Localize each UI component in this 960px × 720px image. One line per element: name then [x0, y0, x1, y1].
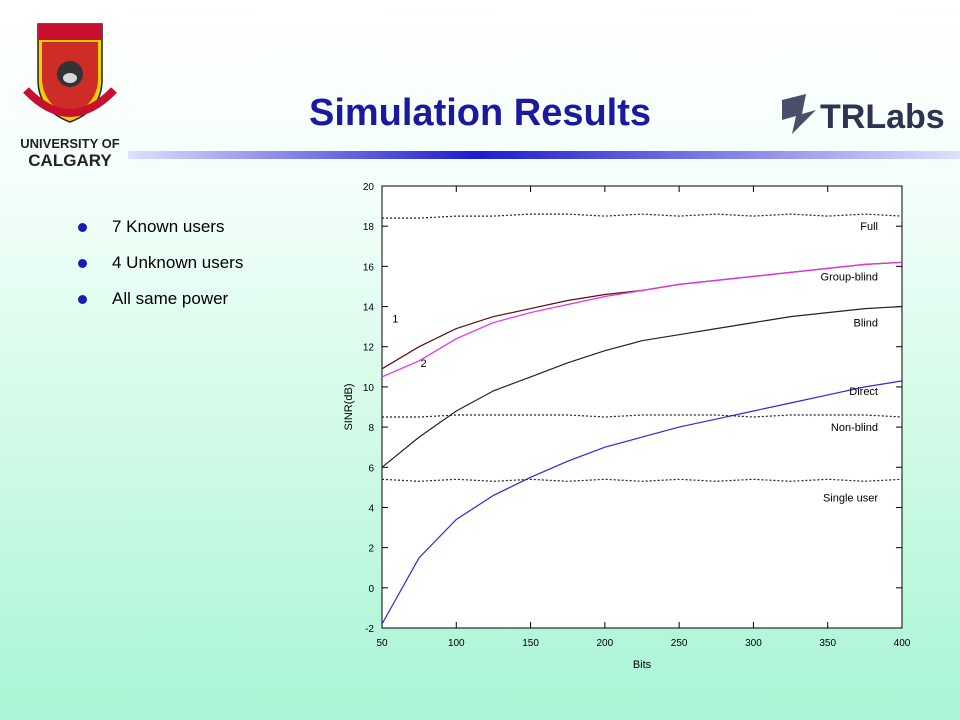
y-tick-label: 20	[363, 182, 375, 193]
bullet-dot-icon	[78, 295, 87, 304]
y-tick-label: 6	[368, 463, 374, 474]
series-label: Full	[860, 221, 878, 233]
series-line-blind	[381, 305, 903, 468]
series-number-label: 2	[421, 358, 427, 370]
series-line-direct	[381, 380, 903, 625]
series-line-single-user	[381, 478, 903, 482]
series-label: Non-blind	[831, 422, 878, 434]
x-tick-label: 300	[745, 638, 762, 649]
bullet-item: All same power	[78, 288, 243, 324]
y-tick-label: 12	[363, 343, 375, 354]
y-tick-label: 18	[363, 222, 375, 233]
series-number-label: 1	[392, 314, 398, 326]
plot-frame	[381, 185, 903, 629]
bullet-item: 7 Known users	[78, 216, 243, 252]
series-label: Direct	[849, 386, 878, 398]
sinr-chart: 50 100 150 200 250 300 350 400-2024681012141618…	[343, 182, 911, 671]
x-tick-label: 200	[597, 638, 614, 649]
bullet-list: 7 Known users 4 Unknown users All same p…	[78, 216, 243, 324]
y-tick-label: 4	[368, 503, 374, 514]
bullet-dot-icon	[78, 223, 87, 232]
slide-title: Simulation Results	[308, 92, 652, 134]
bullet-text: All same power	[112, 289, 229, 308]
x-tick-label: 350	[819, 638, 836, 649]
y-tick-label: 2	[368, 544, 374, 555]
y-tick-label: 16	[363, 262, 375, 273]
x-tick-label: 150	[522, 638, 539, 649]
logo-left-line2: CALGARY	[28, 151, 112, 168]
bullet-item: 4 Unknown users	[78, 252, 243, 288]
series-label: Group-blind	[821, 271, 878, 283]
series-line-non-blind	[382, 414, 903, 418]
bullet-text: 4 Unknown users	[112, 253, 244, 272]
series-line-full	[382, 213, 903, 219]
y-tick-label: 8	[368, 423, 374, 434]
y-tick-label: 0	[368, 584, 374, 595]
series-label: Single user	[823, 492, 878, 504]
y-tick-label: -2	[365, 624, 374, 635]
x-tick-label: 250	[671, 638, 688, 649]
x-tick-label: 400	[894, 638, 911, 649]
logo-left-line1: UNIVERSITY OF	[20, 136, 120, 151]
y-axis-label: SINR(dB)	[343, 383, 355, 430]
x-tick-label: 50	[376, 638, 388, 649]
series-label: Blind	[854, 318, 878, 330]
trlabs-logo: TRLabs	[782, 94, 945, 136]
series-line-group-blind	[381, 261, 903, 378]
x-axis-label: Bits	[633, 659, 652, 671]
trlabs-wordmark: TRLabs	[820, 98, 945, 136]
x-tick-label: 100	[448, 638, 465, 649]
trlabs-emblem-icon	[782, 94, 816, 134]
university-of-calgary-logo: UNIVERSITY OF CALGARY	[20, 23, 120, 168]
title-divider	[128, 151, 960, 159]
y-tick-label: 10	[363, 383, 375, 394]
y-tick-label: 14	[363, 303, 375, 314]
bullet-text: 7 Known users	[112, 217, 225, 236]
bullet-dot-icon	[78, 259, 87, 268]
